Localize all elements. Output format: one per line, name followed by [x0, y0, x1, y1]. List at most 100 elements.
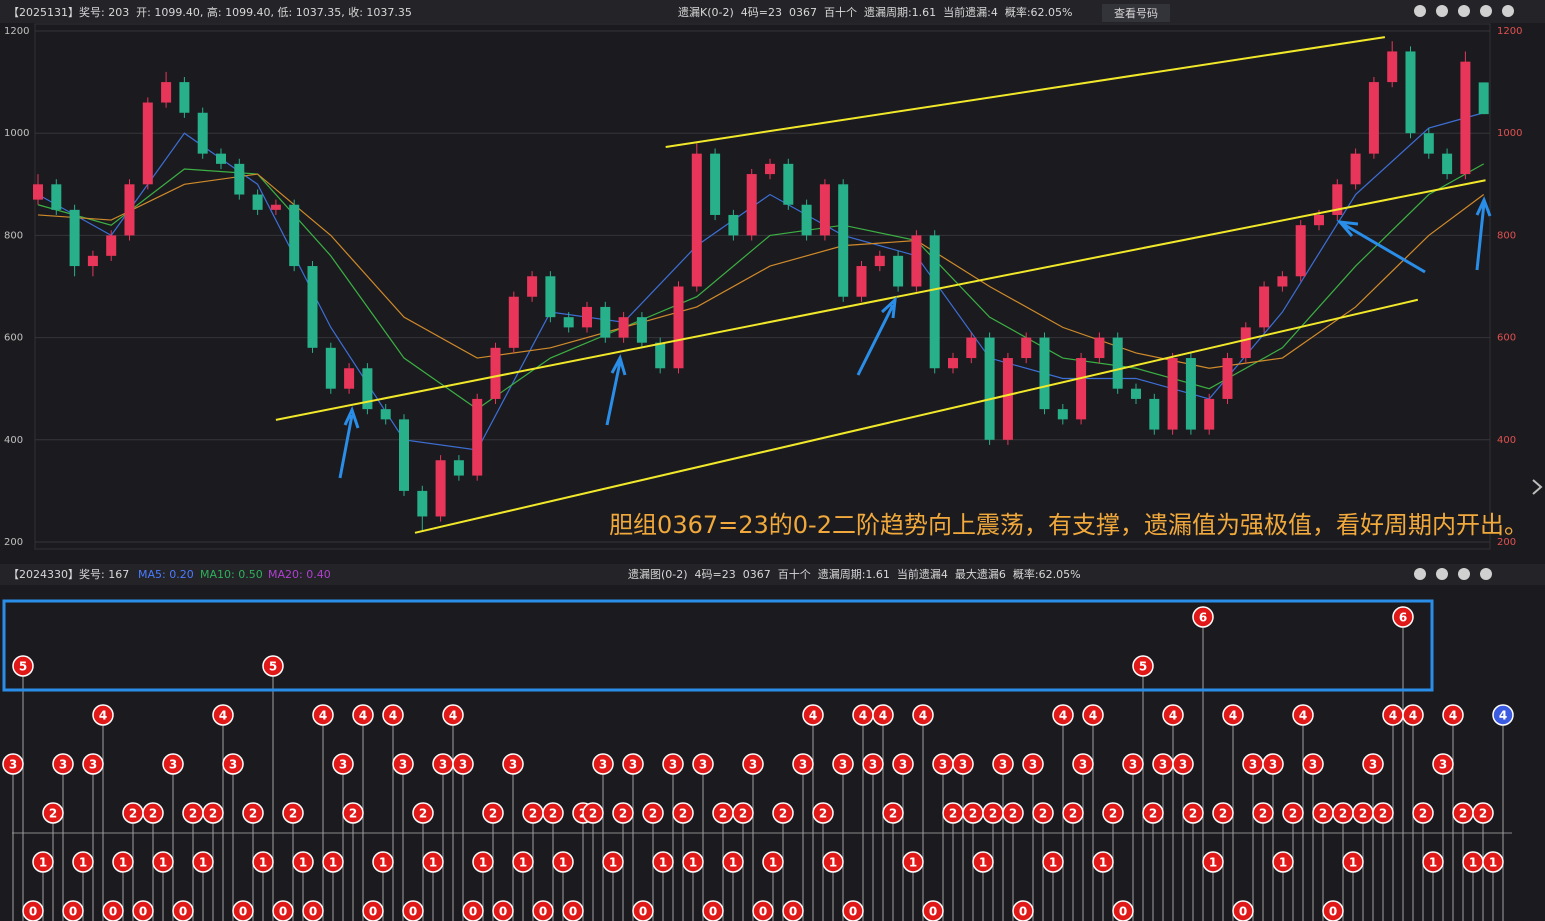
bubble-label: 2 — [1319, 807, 1327, 821]
bubble-label: 1 — [689, 856, 697, 870]
omission-bubble — [492, 900, 514, 921]
trend-line — [665, 36, 1386, 148]
bubble-label: 1 — [1049, 856, 1057, 870]
bubble-label: 3 — [1029, 758, 1037, 772]
icon[interactable] — [1480, 5, 1492, 17]
bubble-label: 4 — [809, 709, 817, 723]
candle-body — [1076, 358, 1087, 420]
omission-bubble — [212, 704, 234, 726]
button-label[interactable]: 查看号码 — [1114, 6, 1158, 20]
expand-arrow[interactable] — [1532, 479, 1543, 495]
icon[interactable] — [1414, 5, 1426, 17]
bubble-label: 2 — [1109, 807, 1117, 821]
omission-bubble — [462, 900, 484, 921]
icon[interactable] — [1458, 5, 1470, 17]
bubble-label: 2 — [619, 807, 627, 821]
omission-bubble — [352, 704, 374, 726]
omission-bubble — [1432, 753, 1454, 775]
omission-bubble — [322, 851, 344, 873]
bubble-label: 4 — [1059, 709, 1067, 723]
omission-bubble — [682, 851, 704, 873]
bubble-label: 6 — [1399, 611, 1407, 625]
omission-bubble — [822, 851, 844, 873]
bubble-label: 3 — [89, 758, 97, 772]
bubble-label: 3 — [839, 758, 847, 772]
omission-bubble — [1112, 900, 1134, 921]
icon[interactable] — [1480, 568, 1492, 580]
y2-tick-label: 800 — [1497, 230, 1516, 241]
candle-body — [1167, 358, 1178, 430]
omission-bubble — [292, 851, 314, 873]
bubble-label: 2 — [1039, 807, 1047, 821]
bubble-label: 4 — [859, 709, 867, 723]
omission-bubble — [512, 851, 534, 873]
header-center: 遗漏K(0-2) 4码=23 0367 百十个 遗漏周期:1.61 当前遗漏:4… — [678, 5, 1072, 19]
omission-bubble — [1402, 704, 1424, 726]
bubble-label: 6 — [1199, 611, 1207, 625]
omission-bubble — [32, 851, 54, 873]
omission-bubble — [582, 802, 604, 824]
icon[interactable] — [1502, 5, 1514, 17]
bubble-label: 3 — [339, 758, 347, 772]
y2-tick-label: 400 — [1497, 435, 1516, 446]
omission-bubble — [252, 851, 274, 873]
bubble-label: 1 — [259, 856, 267, 870]
subheader-center: 遗漏图(0-2) 4码=23 0367 百十个 遗漏周期:1.61 当前遗漏4 … — [628, 567, 1081, 581]
bubble-label: 2 — [489, 807, 497, 821]
omission-bubble — [1132, 655, 1154, 677]
omission-bubble — [1282, 802, 1304, 824]
omission-bubble — [1472, 802, 1494, 824]
omission-bubble — [702, 900, 724, 921]
icon[interactable] — [1436, 5, 1448, 17]
button[interactable] — [1102, 4, 1170, 22]
omission-bubble — [1322, 900, 1344, 921]
icon[interactable] — [1414, 568, 1426, 580]
bubble-label: 2 — [1219, 807, 1227, 821]
omission-bubble — [542, 802, 564, 824]
bubble-label: 1 — [379, 856, 387, 870]
candle-body — [874, 255, 885, 267]
candle-body — [234, 163, 245, 195]
bubble-label: 2 — [889, 807, 897, 821]
icon[interactable] — [1436, 568, 1448, 580]
omission-bubble — [652, 851, 674, 873]
bubble-label: 3 — [1369, 758, 1377, 772]
candle-body — [380, 409, 391, 420]
bubble-label: 0 — [709, 905, 717, 919]
omission-bubble — [2, 753, 24, 775]
bubble-label: 3 — [669, 758, 677, 772]
omission-bubble — [482, 802, 504, 824]
bubble-label: 1 — [1279, 856, 1287, 870]
omission-bubble — [442, 704, 464, 726]
bubble-label: 2 — [549, 807, 557, 821]
omission-bubble — [312, 704, 334, 726]
bubble-label: 3 — [999, 758, 1007, 772]
candle-body — [472, 398, 483, 476]
candle-body — [508, 296, 519, 348]
bubble-label: 0 — [539, 905, 547, 919]
bubble-label: 3 — [1179, 758, 1187, 772]
bubble-label: 2 — [129, 807, 137, 821]
omission-bubble — [382, 704, 404, 726]
arrow — [1336, 220, 1426, 274]
bubble-label: 1 — [559, 856, 567, 870]
omission-bubble — [52, 753, 74, 775]
bubble-label: 4 — [1229, 709, 1237, 723]
bubble-label: 1 — [299, 856, 307, 870]
omission-bubble — [602, 851, 624, 873]
bubble-label: 0 — [279, 905, 287, 919]
candle-body — [106, 235, 117, 256]
candle-body — [69, 209, 80, 267]
bubble-label: 1 — [479, 856, 487, 870]
y-tick-label: 400 — [4, 435, 23, 446]
omission-bubble — [722, 851, 744, 873]
omission-bubble — [202, 802, 224, 824]
bubble-label: 1 — [1489, 856, 1497, 870]
omission-bubble — [1422, 851, 1444, 873]
icon[interactable] — [1458, 568, 1470, 580]
omission-bubble — [742, 753, 764, 775]
omission-bubble — [502, 753, 524, 775]
bubble-label: 0 — [1329, 905, 1337, 919]
candle-body — [527, 276, 538, 297]
